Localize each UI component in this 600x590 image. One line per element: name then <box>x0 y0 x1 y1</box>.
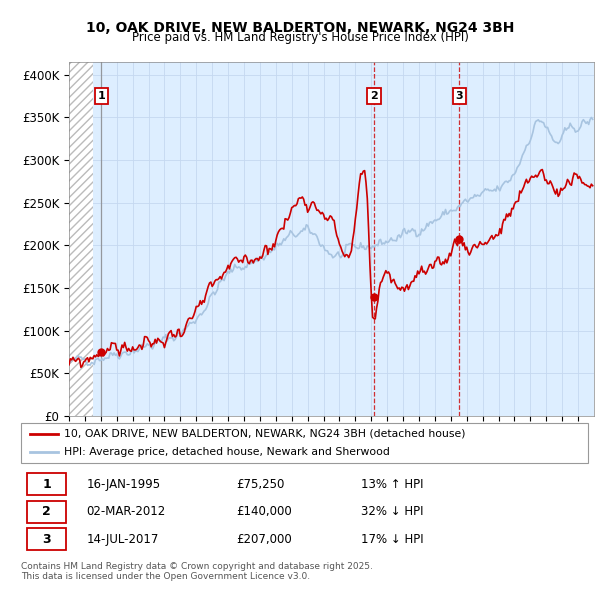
Text: 1: 1 <box>98 91 106 101</box>
Bar <box>26 528 67 550</box>
Bar <box>26 473 67 496</box>
Text: 14-JUL-2017: 14-JUL-2017 <box>86 533 158 546</box>
Text: Contains HM Land Registry data © Crown copyright and database right 2025.
This d: Contains HM Land Registry data © Crown c… <box>21 562 373 581</box>
Text: 3: 3 <box>42 533 51 546</box>
Text: 2: 2 <box>42 505 51 519</box>
Text: 02-MAR-2012: 02-MAR-2012 <box>86 505 166 519</box>
Bar <box>69 62 93 416</box>
Text: 13% ↑ HPI: 13% ↑ HPI <box>361 478 424 491</box>
Bar <box>26 501 67 523</box>
Text: 32% ↓ HPI: 32% ↓ HPI <box>361 505 424 519</box>
Text: 16-JAN-1995: 16-JAN-1995 <box>86 478 160 491</box>
Text: 2: 2 <box>370 91 378 101</box>
Text: 17% ↓ HPI: 17% ↓ HPI <box>361 533 424 546</box>
Text: £140,000: £140,000 <box>236 505 292 519</box>
Text: £75,250: £75,250 <box>236 478 285 491</box>
Text: HPI: Average price, detached house, Newark and Sherwood: HPI: Average price, detached house, Newa… <box>64 447 389 457</box>
Text: 10, OAK DRIVE, NEW BALDERTON, NEWARK, NG24 3BH: 10, OAK DRIVE, NEW BALDERTON, NEWARK, NG… <box>86 21 514 35</box>
Text: 3: 3 <box>455 91 463 101</box>
Text: 1: 1 <box>42 478 51 491</box>
Text: Price paid vs. HM Land Registry's House Price Index (HPI): Price paid vs. HM Land Registry's House … <box>131 31 469 44</box>
Text: £207,000: £207,000 <box>236 533 292 546</box>
Text: 10, OAK DRIVE, NEW BALDERTON, NEWARK, NG24 3BH (detached house): 10, OAK DRIVE, NEW BALDERTON, NEWARK, NG… <box>64 429 465 439</box>
